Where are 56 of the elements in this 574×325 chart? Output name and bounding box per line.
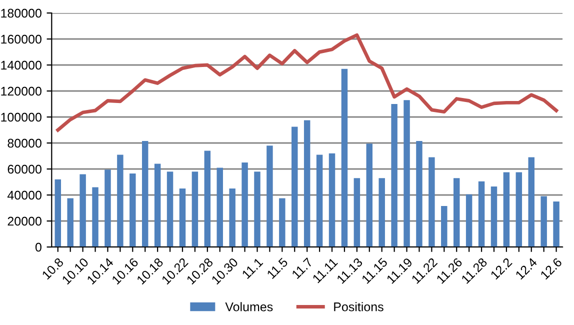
bar bbox=[266, 146, 273, 247]
y-tick-label: 140000 bbox=[1, 60, 42, 70]
bar bbox=[92, 187, 98, 247]
bar bbox=[179, 188, 186, 247]
bar bbox=[428, 157, 435, 247]
bar bbox=[104, 170, 111, 247]
bar bbox=[54, 179, 62, 247]
bar bbox=[154, 164, 161, 247]
bar bbox=[242, 162, 248, 247]
y-tick-label: 100000 bbox=[1, 112, 42, 122]
bar bbox=[466, 194, 472, 247]
bar bbox=[254, 172, 260, 247]
bar bbox=[80, 174, 86, 247]
y-tick-label: 60000 bbox=[8, 164, 42, 174]
y-tick-label: 0 bbox=[35, 242, 42, 252]
y-tick-label: 80000 bbox=[8, 138, 42, 148]
bar bbox=[354, 178, 360, 247]
bar bbox=[316, 154, 323, 247]
y-tick-label: 160000 bbox=[1, 34, 42, 44]
x-tick-label: 12.6 bbox=[540, 257, 562, 280]
bar bbox=[503, 172, 510, 247]
bar bbox=[528, 157, 534, 247]
bar bbox=[279, 198, 286, 247]
legend-label: Positions bbox=[334, 302, 384, 312]
bar bbox=[540, 196, 547, 247]
y-tick-label: 120000 bbox=[1, 86, 42, 96]
bar bbox=[166, 172, 174, 247]
bar bbox=[453, 178, 460, 247]
bar bbox=[516, 172, 522, 247]
bar bbox=[292, 126, 298, 247]
bar bbox=[366, 144, 373, 247]
bar bbox=[216, 168, 223, 247]
bar bbox=[204, 150, 211, 247]
bar bbox=[229, 188, 236, 247]
bar bbox=[328, 153, 336, 247]
bar bbox=[404, 100, 410, 247]
bar bbox=[142, 141, 148, 247]
y-tick-label: 20000 bbox=[8, 216, 42, 226]
bar bbox=[117, 154, 124, 247]
bar bbox=[490, 186, 498, 247]
x-tick-label: 11.1 bbox=[242, 257, 264, 280]
bar bbox=[341, 68, 348, 247]
bar bbox=[416, 141, 422, 247]
line-series bbox=[56, 33, 558, 132]
bar bbox=[391, 104, 398, 247]
bar bbox=[553, 202, 560, 247]
bar bbox=[192, 172, 198, 247]
bar bbox=[130, 174, 136, 247]
bar bbox=[478, 181, 485, 247]
bar bbox=[67, 198, 74, 247]
bar bbox=[441, 206, 448, 247]
bar bbox=[378, 178, 385, 247]
y-tick-label: 180000 bbox=[1, 8, 42, 18]
y-tick-label: 40000 bbox=[7, 190, 42, 200]
legend-label: Volumes bbox=[225, 302, 273, 312]
bar bbox=[304, 120, 310, 247]
